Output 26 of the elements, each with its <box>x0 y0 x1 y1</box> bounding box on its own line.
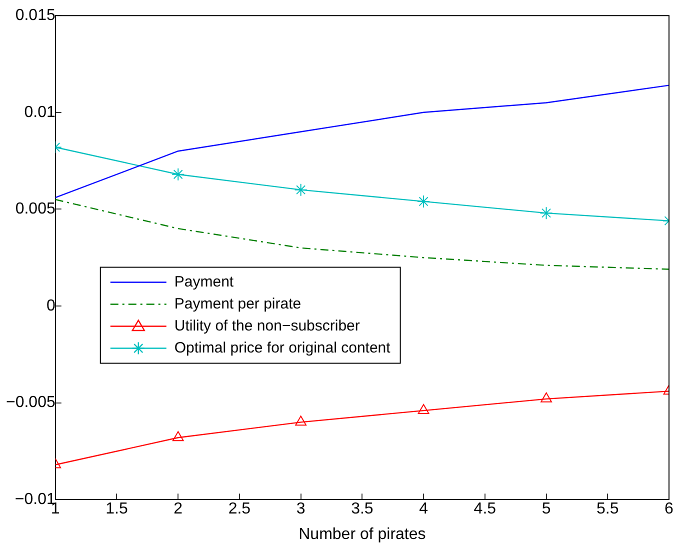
x-axis-title: Number of pirates <box>298 526 426 543</box>
point <box>417 194 430 208</box>
x-tick-label: 5.5 <box>596 500 619 518</box>
y-tick-label: 0 <box>46 297 56 314</box>
line-series <box>55 198 669 270</box>
x-tick-label: 1.5 <box>106 500 128 518</box>
point <box>172 168 185 181</box>
legend-label: Utility of the non−subscriber <box>174 317 360 334</box>
x-tick-label: 2.5 <box>228 500 251 518</box>
x-tick-label: 4.5 <box>474 500 496 518</box>
x-tick-label: 3 <box>296 500 306 518</box>
x-tick-label: 5 <box>542 500 551 518</box>
y-tick-label: 0.005 <box>15 200 56 218</box>
x-tick-label: 4 <box>419 500 428 518</box>
point <box>418 404 430 414</box>
legend-label: Payment per pirate <box>174 295 302 312</box>
point <box>294 183 308 196</box>
x-tick-label: 3.5 <box>351 500 374 518</box>
x-tick-label: 6 <box>664 500 674 518</box>
y-tick-label: −0.005 <box>6 394 56 412</box>
y-tick-label: 0.01 <box>24 104 56 121</box>
x-tick-label: 2 <box>174 500 183 518</box>
legend-label: Optimal price for original content <box>174 339 392 356</box>
legend-label: Payment <box>174 273 234 290</box>
point <box>295 416 307 426</box>
y-tick-label: 0.015 <box>15 7 56 24</box>
